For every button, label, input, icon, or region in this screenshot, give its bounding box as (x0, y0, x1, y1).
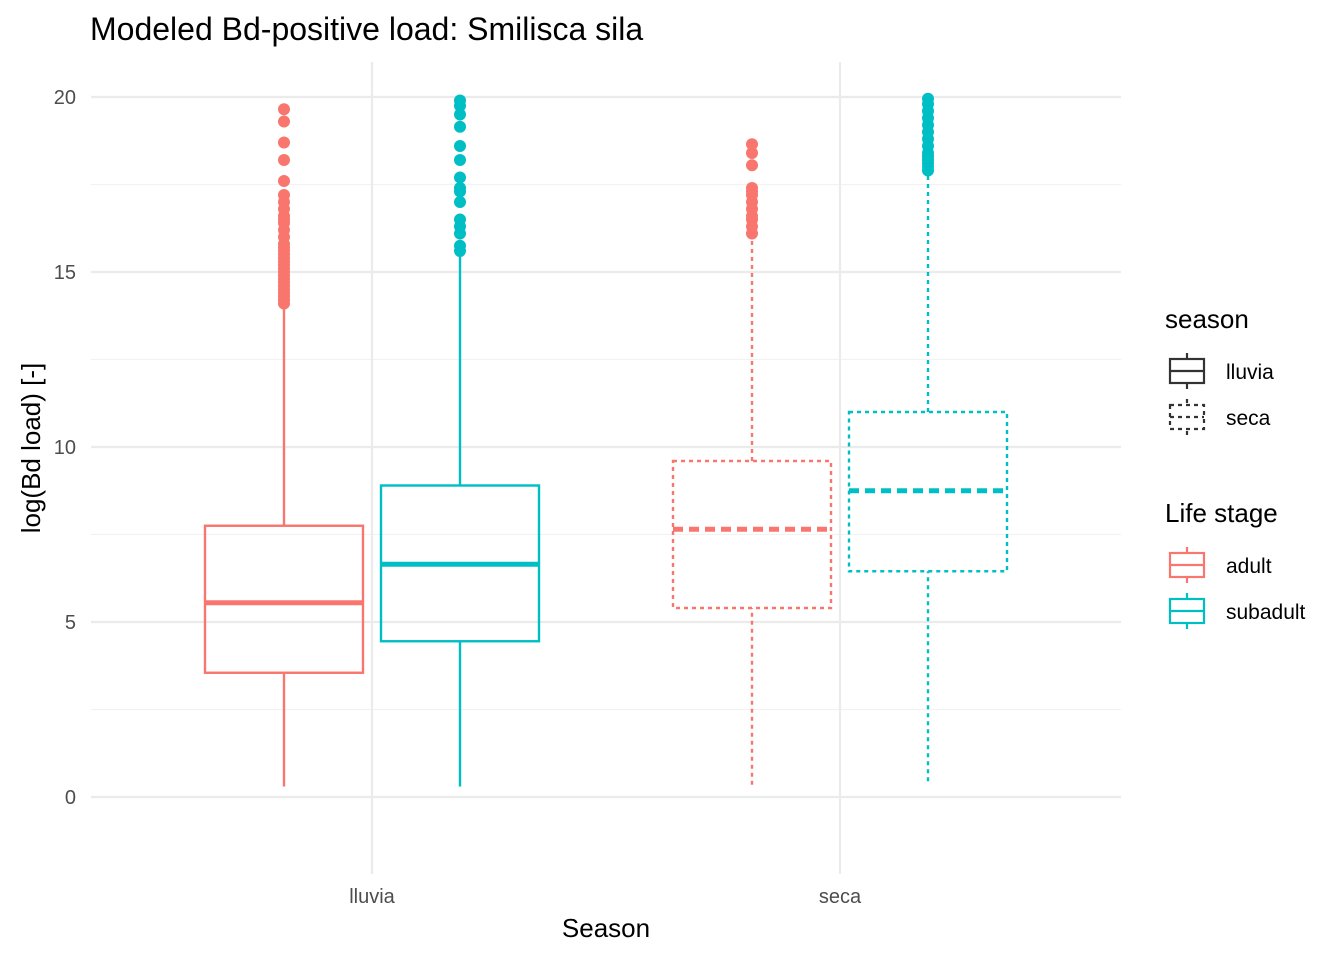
y-tick-label: 10 (54, 437, 76, 459)
outlier-point (746, 159, 758, 172)
outlier-point (278, 189, 290, 201)
box-iqr (671, 459, 833, 610)
box-group (203, 92, 1009, 787)
grid-lines (91, 62, 1121, 874)
outlier-point (746, 138, 758, 151)
outlier-point (454, 108, 466, 121)
legend-label: lluvia (1226, 361, 1274, 384)
y-tick-label: 0 (65, 787, 76, 809)
legend-title: Life stage (1165, 498, 1278, 528)
y-tick-label: 5 (65, 612, 76, 634)
outlier-point (454, 196, 466, 208)
outlier-point (454, 239, 466, 252)
outlier-point (454, 94, 466, 107)
box-iqr (203, 524, 365, 674)
y-tick-label: 15 (54, 262, 76, 284)
outlier-point (922, 92, 934, 105)
outlier-point (454, 171, 466, 184)
outlier-point (278, 175, 290, 187)
legend-label: subadult (1226, 601, 1306, 624)
box-lluvia-adult (203, 103, 365, 787)
outlier-point (454, 120, 466, 133)
legend-key (1168, 547, 1206, 583)
box-lluvia-subadult (379, 94, 541, 787)
outlier-point (278, 154, 290, 166)
outlier-point (278, 136, 290, 149)
x-tick-labels: lluvia seca (349, 886, 862, 908)
legend-title: season (1165, 304, 1249, 334)
outlier-point (746, 147, 758, 159)
y-axis-title: log(Bd load) [-] (16, 363, 46, 534)
box-seca-adult (671, 138, 833, 785)
y-tick-label: 20 (54, 87, 76, 109)
outlier-point (278, 103, 290, 116)
y-tick-labels: 0 5 10 15 20 (54, 87, 76, 809)
legend-key (1168, 399, 1206, 435)
outlier-point (278, 115, 290, 128)
x-axis-title: Season (562, 913, 650, 943)
outlier-point (454, 213, 466, 226)
x-tick-label: seca (819, 886, 862, 908)
legend-label: seca (1226, 407, 1271, 430)
legend-label: adult (1226, 555, 1272, 578)
legend: season lluvia seca Life stage adult subadult (1165, 304, 1306, 629)
outlier-point (454, 182, 466, 194)
box-seca-subadult (847, 92, 1009, 782)
outlier-point (454, 140, 466, 152)
legend-key (1168, 593, 1206, 629)
outlier-point (746, 182, 758, 194)
legend-key (1168, 353, 1206, 389)
outlier-point (454, 154, 466, 166)
chart-title: Modeled Bd-positive load: Smilisca sila (90, 11, 643, 47)
x-tick-label: lluvia (349, 886, 395, 908)
